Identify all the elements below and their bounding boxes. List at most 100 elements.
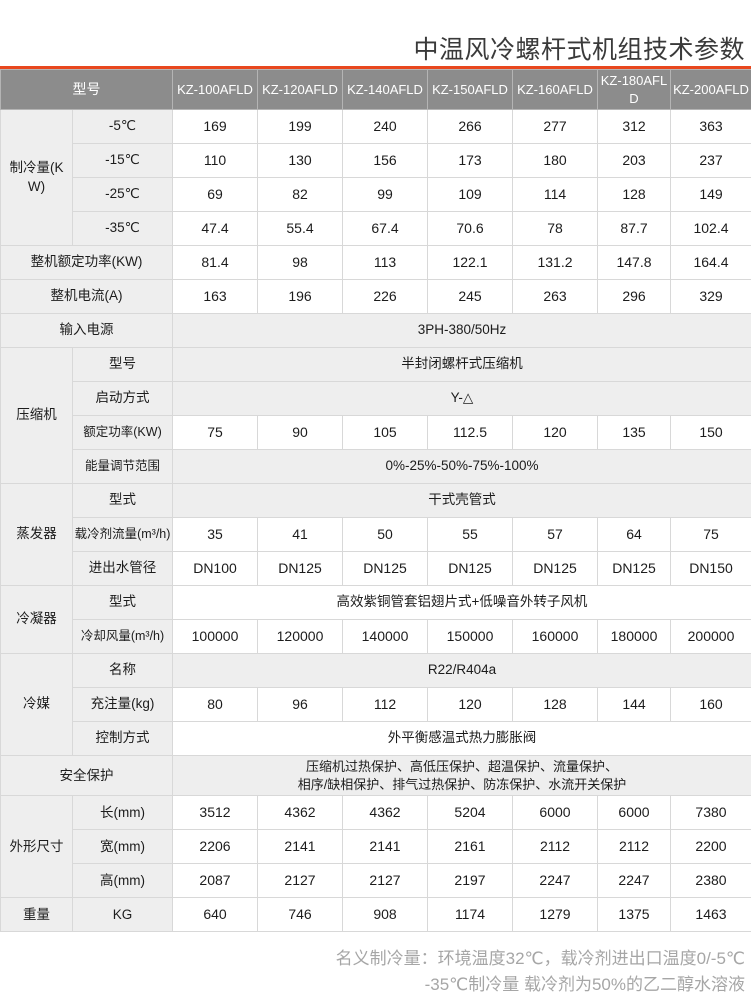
cell-cooling-25-0: 69 xyxy=(173,178,258,212)
cell-condenser-airflow-2: 140000 xyxy=(343,620,428,654)
cell-weight-5: 1375 xyxy=(598,898,671,932)
table-row: 整机额定功率(KW) 81.4 98 113 122.1 131.2 147.8… xyxy=(1,246,751,280)
cell-cooling-5-2: 240 xyxy=(343,110,428,144)
table-row: -15℃ 110 130 156 173 180 203 237 xyxy=(1,144,751,178)
cell-evaporator-flow-2: 50 xyxy=(343,518,428,552)
table-row: 输入电源 3PH-380/50Hz xyxy=(1,314,751,348)
cell-cooling-25-2: 99 xyxy=(343,178,428,212)
cell-current-6: 329 xyxy=(671,280,751,314)
cell-condenser-airflow-1: 120000 xyxy=(258,620,343,654)
row-sublabel-cooling-35: -35℃ xyxy=(73,212,173,246)
cell-current-0: 163 xyxy=(173,280,258,314)
cell-condenser-type-value: 高效紫铜管套铝翅片式+低噪音外转子风机 xyxy=(173,586,751,620)
cell-length-4: 6000 xyxy=(513,796,598,830)
table-row: 压缩机 型号 半封闭螺杆式压缩机 xyxy=(1,348,751,382)
row-sublabel-evaporator-pipe: 进出水管径 xyxy=(73,552,173,586)
row-label-compressor: 压缩机 xyxy=(1,348,73,484)
cell-refrigerant-charge-2: 112 xyxy=(343,688,428,722)
row-label-power-supply: 输入电源 xyxy=(1,314,173,348)
cell-height-5: 2247 xyxy=(598,864,671,898)
cell-evaporator-pipe-2: DN125 xyxy=(343,552,428,586)
cell-refrigerant-control-value: 外平衡感温式热力膨胀阀 xyxy=(173,722,751,756)
cell-cooling-25-6: 149 xyxy=(671,178,751,212)
cell-compressor-power-1: 90 xyxy=(258,416,343,450)
cell-rated-power-4: 131.2 xyxy=(513,246,598,280)
cell-evaporator-flow-3: 55 xyxy=(428,518,513,552)
cell-condenser-airflow-4: 160000 xyxy=(513,620,598,654)
cell-weight-0: 640 xyxy=(173,898,258,932)
cell-cooling-5-0: 169 xyxy=(173,110,258,144)
cell-length-2: 4362 xyxy=(343,796,428,830)
cell-power-supply-value: 3PH-380/50Hz xyxy=(173,314,751,348)
cell-cooling-5-6: 363 xyxy=(671,110,751,144)
table-row: 安全保护 压缩机过热保护、高低压保护、超温保护、流量保护、 相序/缺相保护、排气… xyxy=(1,756,751,796)
table-header-row: 型号 KZ-100AFLD KZ-120AFLD KZ-140AFLD KZ-1… xyxy=(1,70,751,110)
cell-length-3: 5204 xyxy=(428,796,513,830)
table-row: 控制方式 外平衡感温式热力膨胀阀 xyxy=(1,722,751,756)
table-row: 外形尺寸 长(mm) 3512 4362 4362 5204 6000 6000… xyxy=(1,796,751,830)
cell-width-4: 2112 xyxy=(513,830,598,864)
cell-cooling-25-5: 128 xyxy=(598,178,671,212)
cell-height-3: 2197 xyxy=(428,864,513,898)
cell-cooling-15-6: 237 xyxy=(671,144,751,178)
cell-current-5: 296 xyxy=(598,280,671,314)
cell-refrigerant-charge-1: 96 xyxy=(258,688,343,722)
row-label-current: 整机电流(A) xyxy=(1,280,173,314)
cell-condenser-airflow-0: 100000 xyxy=(173,620,258,654)
row-label-condenser: 冷凝器 xyxy=(1,586,73,654)
row-sublabel-refrigerant-charge: 充注量(kg) xyxy=(73,688,173,722)
table-row: 冷媒 名称 R22/R404a xyxy=(1,654,751,688)
row-label-evaporator: 蒸发器 xyxy=(1,484,73,586)
cell-current-1: 196 xyxy=(258,280,343,314)
cell-rated-power-0: 81.4 xyxy=(173,246,258,280)
row-sublabel-condenser-type: 型式 xyxy=(73,586,173,620)
row-label-safety: 安全保护 xyxy=(1,756,173,796)
cell-cooling-35-6: 102.4 xyxy=(671,212,751,246)
cell-cooling-5-5: 312 xyxy=(598,110,671,144)
row-label-rated-power: 整机额定功率(KW) xyxy=(1,246,173,280)
row-sublabel-cooling-25: -25℃ xyxy=(73,178,173,212)
cell-cooling-15-0: 110 xyxy=(173,144,258,178)
table-row: 制冷量(KW) -5℃ 169 199 240 266 277 312 363 xyxy=(1,110,751,144)
row-sublabel-weight-unit: KG xyxy=(73,898,173,932)
cell-cooling-15-2: 156 xyxy=(343,144,428,178)
cell-refrigerant-charge-3: 120 xyxy=(428,688,513,722)
cell-current-4: 263 xyxy=(513,280,598,314)
table-row: 启动方式 Y-△ xyxy=(1,382,751,416)
row-sublabel-condenser-airflow: 冷却风量(m³/h) xyxy=(73,620,173,654)
cell-cooling-35-5: 87.7 xyxy=(598,212,671,246)
safety-line-2: 相序/缺相保护、排气过热保护、防冻保护、水流开关保护 xyxy=(174,776,750,794)
cell-evaporator-flow-1: 41 xyxy=(258,518,343,552)
cell-weight-6: 1463 xyxy=(671,898,751,932)
cell-length-1: 4362 xyxy=(258,796,343,830)
cell-weight-1: 746 xyxy=(258,898,343,932)
footer-line-1: 名义制冷量：环境温度32℃，载冷剂进出口温度0/-5℃ xyxy=(0,946,745,972)
cell-refrigerant-charge-6: 160 xyxy=(671,688,751,722)
table-row: 宽(mm) 2206 2141 2141 2161 2112 2112 2200 xyxy=(1,830,751,864)
footer-note: 名义制冷量：环境温度32℃，载冷剂进出口温度0/-5℃ -35℃制冷量 载冷剂为… xyxy=(0,932,751,997)
row-sublabel-capacity-range: 能量调节范围 xyxy=(73,450,173,484)
row-sublabel-compressor-rated-power: 额定功率(KW) xyxy=(73,416,173,450)
cell-compressor-model-value: 半封闭螺杆式压缩机 xyxy=(173,348,751,382)
cell-evaporator-pipe-5: DN125 xyxy=(598,552,671,586)
cell-cooling-15-5: 203 xyxy=(598,144,671,178)
cell-safety-value: 压缩机过热保护、高低压保护、超温保护、流量保护、 相序/缺相保护、排气过热保护、… xyxy=(173,756,751,796)
cell-condenser-airflow-5: 180000 xyxy=(598,620,671,654)
table-row: 蒸发器 型式 干式壳管式 xyxy=(1,484,751,518)
cell-compressor-power-3: 112.5 xyxy=(428,416,513,450)
table-row: 载冷剂流量(m³/h) 35 41 50 55 57 64 75 xyxy=(1,518,751,552)
row-sublabel-height: 高(mm) xyxy=(73,864,173,898)
cell-compressor-power-4: 120 xyxy=(513,416,598,450)
row-sublabel-cooling-5: -5℃ xyxy=(73,110,173,144)
cell-evaporator-flow-5: 64 xyxy=(598,518,671,552)
cell-current-2: 226 xyxy=(343,280,428,314)
cell-cooling-25-3: 109 xyxy=(428,178,513,212)
table-row: 冷凝器 型式 高效紫铜管套铝翅片式+低噪音外转子风机 xyxy=(1,586,751,620)
row-label-dimensions: 外形尺寸 xyxy=(1,796,73,898)
header-model-1: KZ-120AFLD xyxy=(258,70,343,110)
cell-evaporator-pipe-6: DN150 xyxy=(671,552,751,586)
cell-compressor-power-2: 105 xyxy=(343,416,428,450)
row-sublabel-evaporator-flow: 载冷剂流量(m³/h) xyxy=(73,518,173,552)
cell-refrigerant-name-value: R22/R404a xyxy=(173,654,751,688)
row-sublabel-refrigerant-control: 控制方式 xyxy=(73,722,173,756)
